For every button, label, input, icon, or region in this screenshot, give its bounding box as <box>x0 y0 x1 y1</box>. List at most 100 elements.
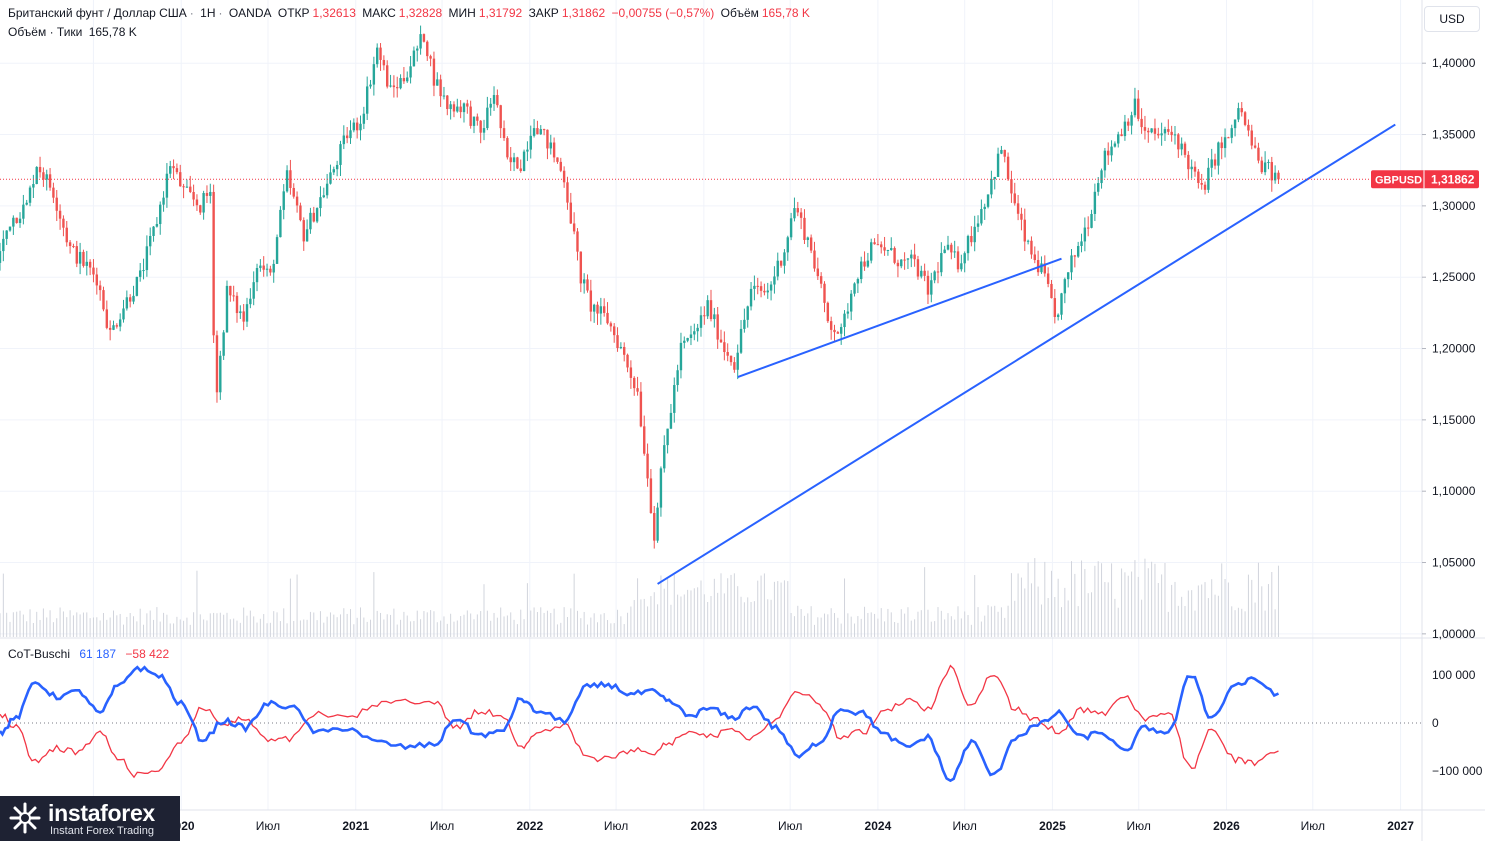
candle-body <box>1127 121 1130 126</box>
candle-body <box>279 209 282 238</box>
oscillator-blue-line <box>0 665 1280 783</box>
low-value: 1,31792 <box>478 6 523 20</box>
candle-body <box>739 328 743 353</box>
candle-body <box>189 186 192 192</box>
candle-body <box>526 149 529 152</box>
candle-body <box>1120 134 1123 137</box>
oscillator-name[interactable]: CoT-Buschi <box>8 647 71 661</box>
candle-body <box>576 231 579 252</box>
candle-body <box>335 164 339 170</box>
candle-body <box>38 166 42 173</box>
candle-body <box>432 58 436 86</box>
candle-body <box>1046 273 1050 284</box>
candle-body <box>469 106 472 126</box>
volume-legend: Объём · Тики 165,78 K <box>8 25 140 39</box>
open-value: 1,32613 <box>312 6 356 20</box>
candle-body <box>72 246 75 248</box>
price-tick-label: 1,30000 <box>1432 199 1476 213</box>
candle-body <box>1016 203 1020 214</box>
candle-body <box>1180 143 1183 150</box>
candle-body <box>1097 183 1100 192</box>
candle-body <box>1250 130 1253 146</box>
candle-body <box>135 276 139 296</box>
candle-body <box>85 261 88 266</box>
price-tag-symbol: GBPUSD <box>1375 174 1422 186</box>
candle-body <box>602 306 606 313</box>
candle-body <box>1240 108 1243 113</box>
candle-body <box>105 309 109 328</box>
instaforex-logo: instaforex Instant Forex Trading <box>0 796 180 841</box>
candle-body <box>736 352 739 370</box>
symbol-name[interactable]: Британский фунт / Доллар США <box>8 6 187 20</box>
candle-body <box>252 282 255 299</box>
candle-body <box>856 279 860 284</box>
candle-body <box>1263 162 1267 173</box>
volume-legend-label[interactable]: Объём · Тики <box>8 25 83 39</box>
candle-body <box>596 304 599 314</box>
candle-body <box>128 297 132 302</box>
candle-body <box>796 208 799 213</box>
candle-body <box>616 335 619 349</box>
candle-body <box>112 325 115 330</box>
candle-body <box>706 300 709 317</box>
candle-body <box>606 312 609 324</box>
candle-body <box>392 85 396 88</box>
candle-body <box>636 388 639 392</box>
candle-body <box>275 237 279 264</box>
currency-button[interactable]: USD <box>1424 6 1480 32</box>
candle-body <box>913 254 916 260</box>
candle-body <box>462 103 466 113</box>
time-tick-label: Июл <box>604 819 628 833</box>
candle-body <box>169 166 172 174</box>
candle-body <box>422 34 426 42</box>
candle-body <box>8 226 12 231</box>
candle-body <box>1190 166 1193 170</box>
candle-body <box>549 142 552 149</box>
candle-body <box>92 267 95 275</box>
timeframe[interactable]: 1Н <box>200 6 216 20</box>
candle-body <box>319 197 322 209</box>
oscillator-value-2: −58 422 <box>125 647 170 661</box>
candle-body <box>472 116 476 126</box>
candle-body <box>926 275 930 295</box>
candle-body <box>312 212 315 222</box>
candle-body <box>159 204 162 225</box>
candle-body <box>773 276 776 285</box>
candle-body <box>522 151 526 172</box>
candle-body <box>779 260 783 266</box>
time-tick-label: 2021 <box>342 819 369 833</box>
candle-body <box>1073 255 1077 257</box>
candle-body <box>249 298 252 305</box>
candle-body <box>22 204 25 219</box>
candle-body <box>265 268 269 270</box>
candle-body <box>1197 171 1200 184</box>
candle-body <box>556 157 559 162</box>
time-tick-label: Июл <box>778 819 802 833</box>
candle-body <box>716 314 719 340</box>
candle-body <box>436 79 439 86</box>
candle-body <box>1183 143 1187 155</box>
candle-body <box>1160 133 1163 136</box>
candle-body <box>532 128 536 136</box>
candle-body <box>923 270 926 276</box>
candle-body <box>950 244 953 253</box>
candle-body <box>719 339 723 343</box>
candle-body <box>586 279 589 291</box>
candle-body <box>12 217 15 227</box>
price-tick-label: 1,40000 <box>1432 56 1476 70</box>
oscillator-tick-label: 100 000 <box>1432 668 1476 682</box>
candle-body <box>342 135 346 145</box>
candle-body <box>1220 142 1223 149</box>
candle-body <box>386 65 389 87</box>
candle-body <box>766 290 769 293</box>
candle-body <box>1243 112 1247 125</box>
candle-body <box>259 265 262 269</box>
candle-body <box>1203 184 1207 190</box>
candle-body <box>35 166 38 184</box>
candle-body <box>519 168 522 172</box>
candle-body <box>1253 145 1257 148</box>
candle-body <box>299 205 302 221</box>
candle-body <box>799 212 803 218</box>
